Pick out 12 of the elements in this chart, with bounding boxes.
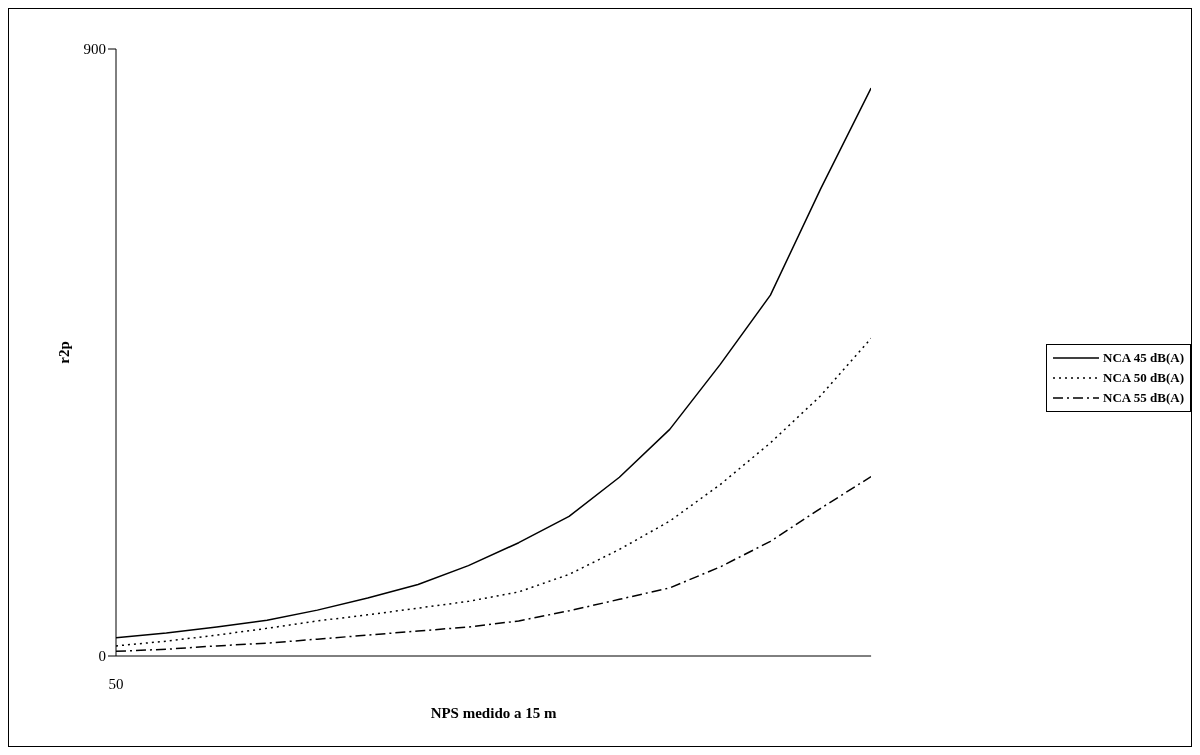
y-tick-label: 0 (98, 648, 106, 665)
y-axis-title: r2p (56, 341, 73, 364)
chart-frame: NCA 45 dB(A) NCA 50 dB(A) NCA 55 dB(A) 50 NPS medido a 15 m 0 900 r2p (8, 8, 1192, 747)
line-series (116, 87, 872, 639)
legend-label: NCA 50 dB(A) (1103, 369, 1184, 386)
x-axis-title: NPS medido a 15 m (430, 705, 557, 721)
legend-label: NCA 55 dB(A) (1103, 389, 1184, 406)
x-tick-label: 50 (108, 675, 124, 692)
line-series (116, 337, 872, 647)
legend-label: NCA 45 dB(A) (1103, 349, 1184, 366)
y-tick-label: 900 (83, 41, 106, 58)
line-series (116, 475, 872, 653)
